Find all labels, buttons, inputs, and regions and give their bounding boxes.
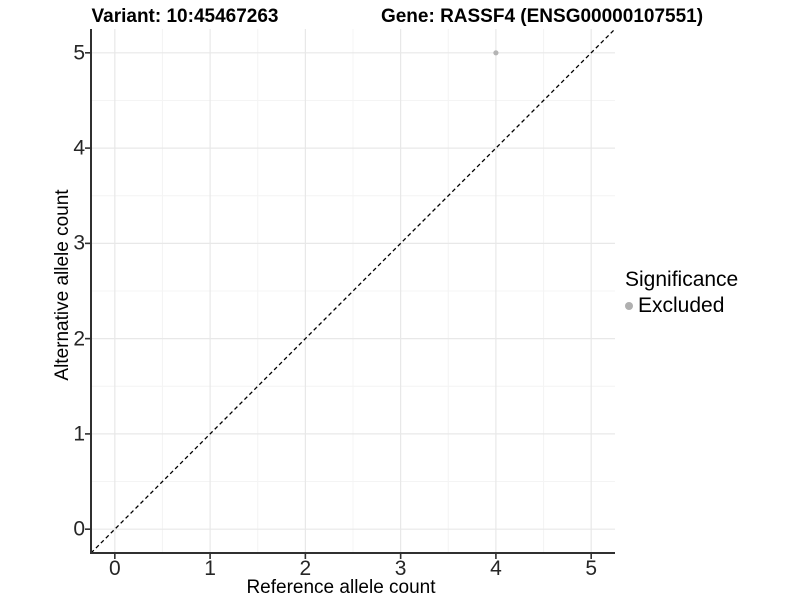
data-point [493,50,499,56]
y-tick-label: 1 [73,422,85,446]
x-tick-label: 0 [108,557,121,580]
y-tick-label: 4 [73,136,85,160]
y-tick-label: 5 [73,41,85,65]
gene-title: Gene: RASSF4 (ENSG00000107551) [380,6,704,27]
legend: Significance Excluded [625,268,738,318]
excluded-point-icon [625,302,633,310]
x-tick-label: 2 [299,557,312,580]
y-axis-title: Alternative allele count [52,189,73,381]
x-tick-label: 5 [585,557,598,580]
y-tick-label: 2 [73,327,85,351]
x-tick-label: 4 [490,557,502,580]
legend-item-label: Excluded [638,294,725,317]
x-tick-label: 3 [394,557,407,580]
y-tick-label: 0 [73,517,85,541]
x-axis-title: Reference allele count [246,577,436,598]
x-tick-label: 1 [204,557,216,580]
variant-title: Variant: 10:45467263 [91,6,279,27]
legend-item-excluded: Excluded [625,294,738,318]
legend-title: Significance [625,268,739,291]
y-tick-label: 3 [73,231,85,255]
